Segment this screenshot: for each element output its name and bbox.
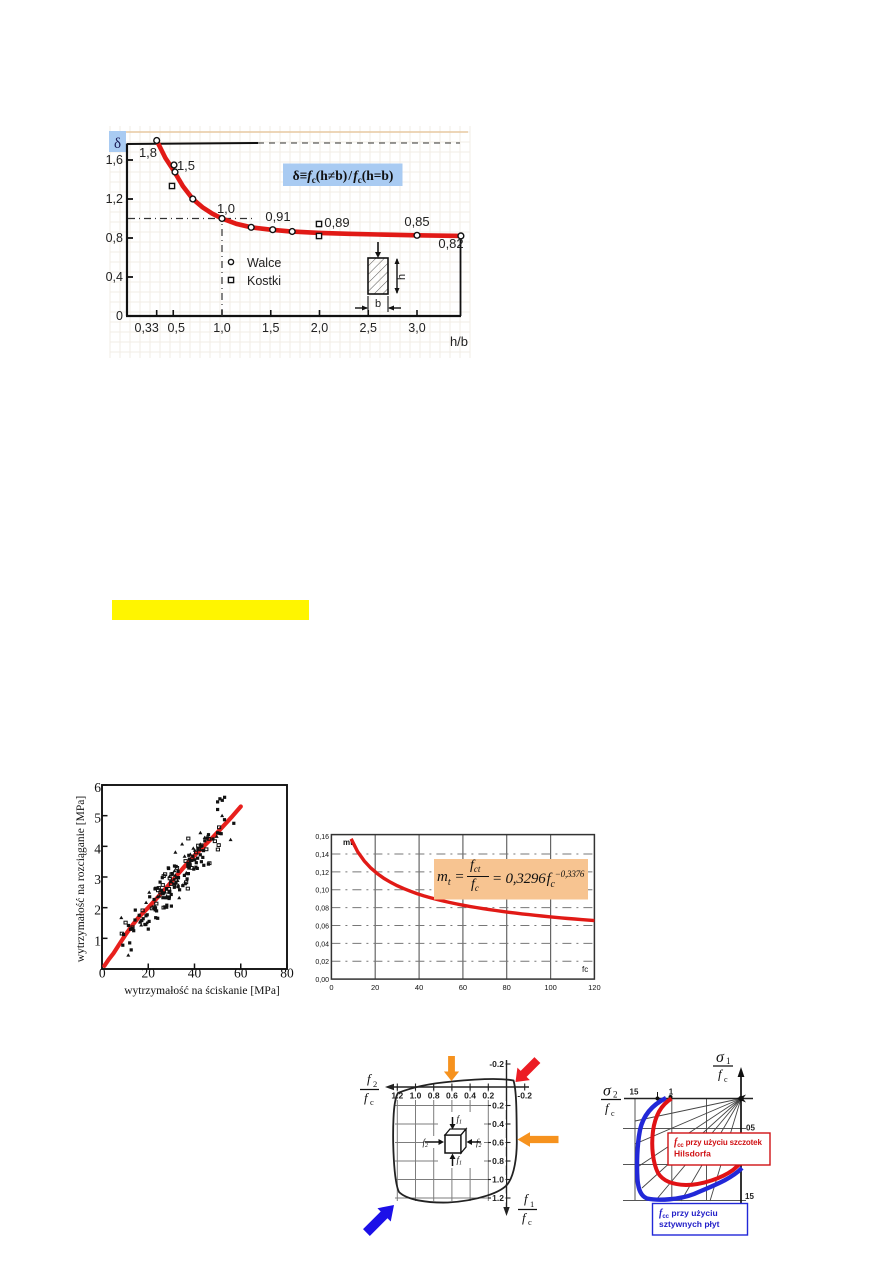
svg-text:0.2: 0.2 [492, 1101, 504, 1111]
svg-text:-0.2: -0.2 [489, 1059, 504, 1069]
svg-text:15: 15 [630, 1088, 639, 1097]
svg-text:f: f [364, 1090, 370, 1105]
svg-text:0,02: 0,02 [315, 959, 329, 966]
svg-text:0.6: 0.6 [446, 1091, 458, 1101]
svg-text:0,04: 0,04 [315, 941, 329, 948]
svg-text:1: 1 [94, 933, 101, 948]
svg-text:0,12: 0,12 [315, 870, 329, 877]
svg-text:sztywnych płyt: sztywnych płyt [659, 1219, 720, 1229]
svg-text:0,8: 0,8 [106, 231, 123, 245]
svg-text:20: 20 [371, 983, 379, 992]
svg-text:20: 20 [142, 966, 156, 981]
svg-text:2: 2 [94, 903, 101, 918]
svg-text:f2: f2 [422, 1138, 428, 1150]
svg-text:0,85: 0,85 [404, 214, 429, 229]
svg-text:1,0: 1,0 [213, 321, 230, 335]
svg-text:3,0: 3,0 [408, 321, 425, 335]
svg-text:1,0: 1,0 [217, 201, 235, 216]
svg-text:80: 80 [280, 966, 294, 981]
svg-text:80: 80 [503, 983, 511, 992]
svg-text:1: 1 [726, 1056, 731, 1066]
svg-text:0,82: 0,82 [438, 236, 463, 251]
svg-text:0,06: 0,06 [315, 924, 329, 931]
svg-text:120: 120 [588, 983, 601, 992]
svg-text:wytrzymałość na ściskanie [MPa: wytrzymałość na ściskanie [MPa] [124, 985, 280, 997]
svg-text:0,10: 0,10 [315, 888, 329, 895]
svg-text:05: 05 [746, 1124, 755, 1133]
svg-text:c: c [611, 1109, 615, 1118]
svg-text:1,8: 1,8 [139, 145, 157, 160]
svg-text:Kostki: Kostki [247, 274, 281, 288]
svg-text:Hilsdorfa: Hilsdorfa [674, 1149, 711, 1159]
svg-text:h: h [396, 274, 408, 280]
svg-text:c: c [528, 1217, 532, 1227]
svg-text:f1: f1 [457, 1155, 463, 1167]
svg-text:2: 2 [613, 1090, 618, 1100]
svg-text:0,4: 0,4 [106, 270, 123, 284]
svg-text:f: f [367, 1071, 373, 1086]
svg-text:σ: σ [716, 1049, 725, 1066]
svg-text:mt: mt [343, 838, 353, 847]
svg-text:40: 40 [188, 966, 202, 981]
svg-text:0.8: 0.8 [428, 1091, 440, 1101]
svg-text:0,89: 0,89 [324, 215, 349, 230]
svg-text:60: 60 [459, 983, 467, 992]
svg-text:0,33: 0,33 [135, 321, 159, 335]
svg-text:1,5: 1,5 [177, 158, 195, 173]
svg-text:f: f [605, 1101, 611, 1116]
svg-text:0,91: 0,91 [265, 209, 290, 224]
svg-text:100: 100 [544, 983, 557, 992]
svg-text:4: 4 [94, 841, 101, 856]
svg-text:6: 6 [94, 780, 101, 795]
svg-text:wytrzymałość na rozciąganie [M: wytrzymałość na rozciąganie [MPa] [75, 796, 87, 962]
svg-text:f2: f2 [476, 1138, 482, 1150]
svg-text:fcc przy użyciu szczotek: fcc przy użyciu szczotek [674, 1137, 762, 1149]
svg-text:fcc przy użyciu: fcc przy użyciu [659, 1208, 718, 1220]
svg-text:0: 0 [99, 966, 106, 981]
svg-text:1.2: 1.2 [492, 1193, 504, 1203]
svg-text:Walce: Walce [247, 256, 281, 270]
svg-text:0,14: 0,14 [315, 852, 329, 859]
svg-text:δ≡fc(h≠b) / fc(h=b): δ≡fc(h≠b) / fc(h=b) [293, 168, 394, 185]
svg-text:1,6: 1,6 [106, 153, 123, 167]
svg-text:1,5: 1,5 [262, 321, 279, 335]
svg-text:2: 2 [373, 1079, 377, 1089]
svg-text:f: f [522, 1210, 528, 1225]
svg-text:1.0: 1.0 [410, 1091, 422, 1101]
svg-text:0.6: 0.6 [492, 1138, 504, 1148]
svg-text:0,08: 0,08 [315, 906, 329, 913]
svg-text:f: f [524, 1191, 530, 1206]
svg-text:0,5: 0,5 [168, 321, 185, 335]
svg-text:h/b: h/b [450, 334, 468, 349]
svg-text:0,16: 0,16 [315, 834, 329, 841]
svg-text:40: 40 [415, 983, 423, 992]
svg-text:15: 15 [745, 1192, 754, 1201]
svg-text:2,5: 2,5 [360, 321, 377, 335]
svg-text:0.2: 0.2 [482, 1091, 494, 1101]
svg-text:0: 0 [329, 983, 333, 992]
svg-text:3: 3 [94, 872, 101, 887]
svg-text:c: c [724, 1075, 728, 1084]
svg-text:f: f [718, 1067, 724, 1082]
svg-text:1,2: 1,2 [106, 192, 123, 206]
svg-text:δ: δ [114, 136, 121, 152]
svg-text:1.0: 1.0 [492, 1175, 504, 1185]
svg-text:60: 60 [234, 966, 248, 981]
svg-text:0,00: 0,00 [315, 977, 329, 984]
svg-text:2,0: 2,0 [311, 321, 328, 335]
svg-text:0.4: 0.4 [464, 1091, 476, 1101]
svg-text:b: b [375, 298, 381, 310]
svg-text:f1: f1 [457, 1114, 463, 1126]
svg-text:σ: σ [603, 1083, 612, 1100]
svg-text:0: 0 [116, 309, 123, 323]
svg-text:1: 1 [669, 1088, 674, 1097]
svg-text:c: c [370, 1097, 374, 1107]
svg-text:1: 1 [530, 1199, 534, 1209]
svg-text:5: 5 [94, 811, 101, 826]
svg-text:fc: fc [582, 965, 588, 974]
svg-text:0.4: 0.4 [492, 1119, 504, 1129]
svg-text:0.8: 0.8 [492, 1156, 504, 1166]
svg-text:-0.2: -0.2 [517, 1091, 532, 1101]
